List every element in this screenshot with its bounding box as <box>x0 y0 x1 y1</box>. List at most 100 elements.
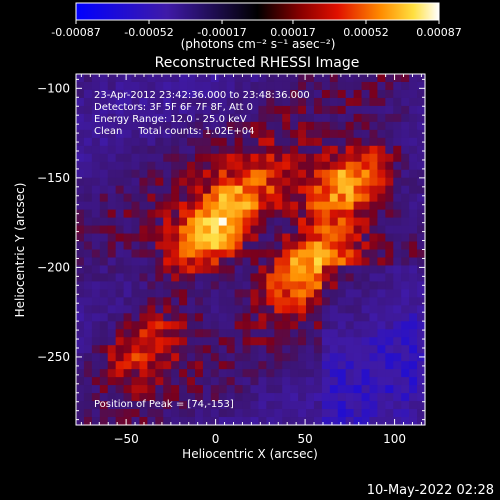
heatmap-cell <box>377 401 386 410</box>
heatmap-image <box>76 74 426 426</box>
heatmap-cell <box>76 289 85 298</box>
heatmap-cell <box>306 377 315 386</box>
heatmap-cell <box>139 377 148 386</box>
heatmap-cell <box>218 249 228 259</box>
heatmap-cell <box>409 329 418 338</box>
heatmap-cell <box>361 417 371 426</box>
heatmap-cell <box>202 377 212 386</box>
heatmap-cell <box>345 273 355 283</box>
heatmap-cell <box>377 417 386 426</box>
heatmap-cell <box>123 161 133 171</box>
heatmap-cell <box>377 321 386 330</box>
heatmap-cell <box>282 161 291 171</box>
heatmap-cell <box>313 329 323 338</box>
heatmap-cell <box>337 193 347 203</box>
heatmap-cell <box>377 97 386 107</box>
heatmap-cell <box>155 185 164 195</box>
heatmap-cell <box>377 137 386 147</box>
heatmap-cell <box>194 353 204 362</box>
heatmap-cell <box>131 169 141 179</box>
heatmap-cell <box>242 74 252 83</box>
heatmap-cell <box>179 329 188 338</box>
heatmap-cell <box>99 153 109 163</box>
heatmap-cell <box>345 393 355 402</box>
heatmap-cell <box>313 321 323 330</box>
heatmap-cell <box>147 313 156 322</box>
heatmap-cell <box>306 217 315 227</box>
heatmap-cell <box>187 137 196 147</box>
heatmap-cell <box>115 153 125 163</box>
heatmap-cell <box>179 345 188 354</box>
heatmap-cell <box>226 137 236 147</box>
heatmap-cell <box>76 193 85 203</box>
heatmap-cell <box>187 81 196 91</box>
heatmap-cell <box>401 153 410 163</box>
heatmap-cell <box>99 409 109 418</box>
heatmap-cell <box>226 121 236 131</box>
heatmap-cell <box>139 169 148 179</box>
heatmap-cell <box>234 161 244 171</box>
heatmap-cell <box>409 337 418 346</box>
heatmap-cell <box>107 89 117 99</box>
heatmap-cell <box>274 129 283 139</box>
heatmap-cell <box>361 273 371 283</box>
heatmap-cell <box>226 201 236 211</box>
heatmap-cell <box>353 385 363 394</box>
heatmap-cell <box>210 377 220 386</box>
heatmap-cell <box>139 297 148 306</box>
heatmap-cell <box>226 353 236 362</box>
heatmap-cell <box>409 297 418 306</box>
heatmap-cell <box>353 74 363 83</box>
heatmap-cell <box>194 329 204 338</box>
heatmap-cell <box>99 401 109 410</box>
heatmap-cell <box>187 145 196 155</box>
heatmap-cell <box>306 273 315 283</box>
heatmap-cell <box>234 209 244 219</box>
heatmap-cell <box>329 353 339 362</box>
heatmap-cell <box>313 377 323 386</box>
heatmap-cell <box>306 74 315 83</box>
heatmap-cell <box>361 153 371 163</box>
heatmap-cell <box>377 74 386 83</box>
heatmap-cell <box>155 225 164 235</box>
heatmap-cell <box>155 201 164 211</box>
heatmap-cell <box>155 401 164 410</box>
heatmap-cell <box>345 233 355 243</box>
heatmap-cell <box>337 225 347 235</box>
heatmap-cell <box>321 401 331 410</box>
heatmap-cell <box>107 241 117 251</box>
heatmap-cell <box>298 129 307 139</box>
heatmap-cell <box>194 241 204 251</box>
heatmap-cell <box>385 289 394 298</box>
heatmap-cell <box>76 129 85 139</box>
heatmap-cell <box>250 169 260 179</box>
heatmap-cell <box>202 241 212 251</box>
heatmap-cell <box>218 201 228 211</box>
heatmap-cell <box>361 217 371 227</box>
heatmap-cell <box>155 217 164 227</box>
heatmap-cell <box>202 177 212 187</box>
heatmap-cell <box>337 297 347 306</box>
heatmap-cell <box>377 121 386 131</box>
heatmap-cell <box>313 353 323 362</box>
heatmap-cell <box>139 361 148 370</box>
y-tick-label: −150 <box>37 171 70 185</box>
heatmap-cell <box>401 185 410 195</box>
heatmap-cell <box>329 89 339 99</box>
heatmap-cell <box>298 369 307 378</box>
heatmap-cell <box>76 297 85 306</box>
heatmap-cell <box>155 241 164 251</box>
heatmap-cell <box>393 137 402 147</box>
heatmap-cell <box>131 137 141 147</box>
heatmap-cell <box>163 137 172 147</box>
heatmap-cell <box>83 337 93 346</box>
heatmap-cell <box>417 417 426 426</box>
heatmap-cell <box>171 81 180 91</box>
heatmap-cell <box>210 265 220 275</box>
heatmap-cell <box>218 401 228 410</box>
heatmap-cell <box>266 161 275 171</box>
heatmap-cell <box>147 161 156 171</box>
heatmap-cell <box>131 265 141 275</box>
heatmap-cell <box>218 97 228 107</box>
heatmap-cell <box>321 377 331 386</box>
